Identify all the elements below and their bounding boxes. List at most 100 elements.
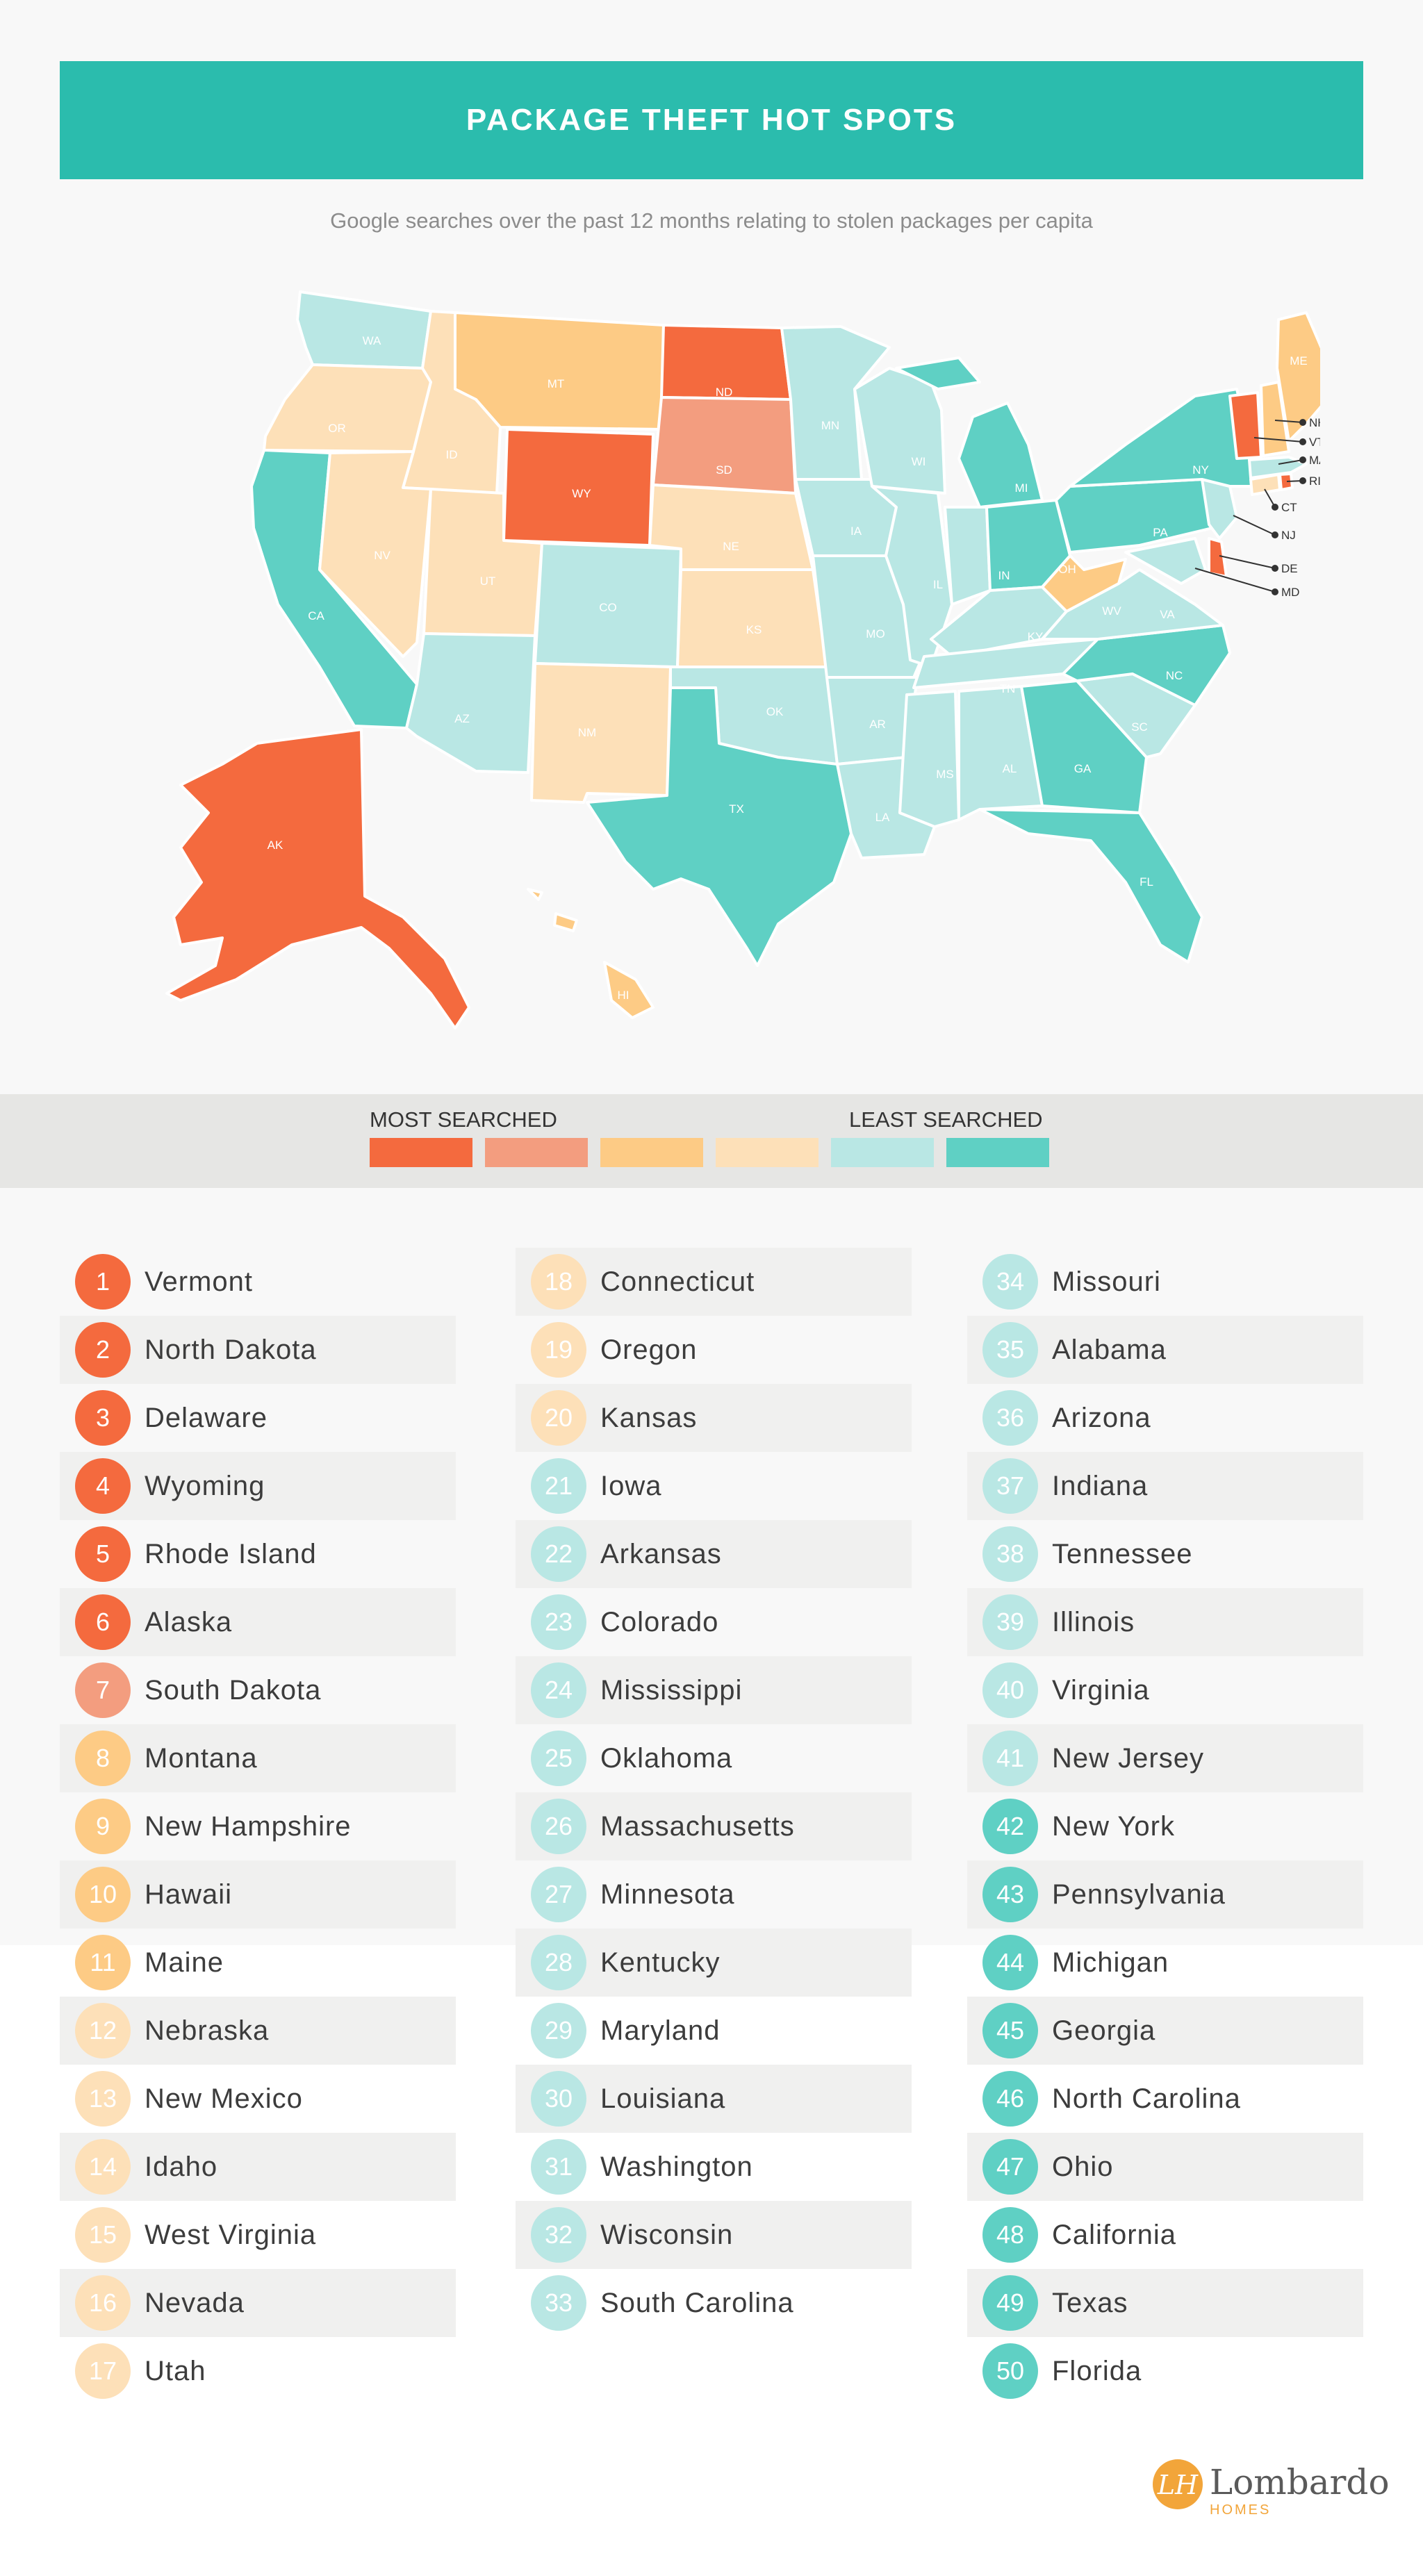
- state-HI: [527, 888, 655, 1019]
- state-NM: [530, 662, 672, 804]
- ranking-row: 47 Ohio: [967, 2133, 1363, 2201]
- map-label-SD: SD: [716, 463, 732, 477]
- rank-badge: 15: [75, 2207, 131, 2263]
- map-label-MN: MN: [821, 419, 839, 432]
- state-name: Pennsylvania: [1052, 1879, 1226, 1910]
- state-name: Maine: [145, 1947, 224, 1978]
- state-name: Iowa: [600, 1470, 662, 1501]
- legend-swatch-1: [370, 1138, 472, 1167]
- ranking-row: 33 South Carolina: [516, 2269, 912, 2337]
- state-name: Montana: [145, 1742, 258, 1774]
- lombardo-logo: LH Lombardo HOMES: [1150, 2452, 1390, 2529]
- state-name: Arkansas: [600, 1538, 722, 1569]
- ranking-row: 15 West Virginia: [60, 2201, 456, 2269]
- rank-badge: 11: [75, 1935, 131, 1990]
- ranking-row: 22 Arkansas: [516, 1520, 912, 1588]
- map-label-IN: IN: [998, 569, 1010, 582]
- state-name: Colorado: [600, 1606, 719, 1637]
- ranking-row: 12 Nebraska: [60, 1997, 456, 2065]
- map-label-TX: TX: [729, 802, 744, 816]
- rank-badge: 32: [531, 2207, 586, 2263]
- state-WV: [1041, 554, 1127, 613]
- ranking-row: 25 Oklahoma: [516, 1724, 912, 1792]
- map-label-WA: WA: [363, 334, 381, 347]
- map-label-WI: WI: [912, 455, 926, 468]
- rank-badge: 22: [531, 1526, 586, 1582]
- map-label-SC: SC: [1131, 720, 1148, 734]
- legend-swatch-3: [600, 1138, 703, 1167]
- callout-label-NH: NH: [1309, 416, 1320, 429]
- map-label-HI: HI: [618, 989, 630, 1002]
- rank-badge: 1: [75, 1254, 131, 1310]
- rank-badge: 20: [531, 1390, 586, 1446]
- map-label-IA: IA: [850, 525, 862, 538]
- state-FL: [978, 808, 1203, 964]
- state-IN: [944, 506, 992, 606]
- state-name: Maryland: [600, 2015, 721, 2046]
- state-name: Virginia: [1052, 1674, 1150, 1706]
- rank-badge: 21: [531, 1458, 586, 1514]
- legend-swatch-6: [946, 1138, 1049, 1167]
- ranking-row: 49 Texas: [967, 2269, 1363, 2337]
- rank-badge: 41: [982, 1731, 1038, 1786]
- state-name: Massachusetts: [600, 1810, 795, 1842]
- logo-subtext: HOMES: [1210, 2502, 1272, 2518]
- state-name: New York: [1052, 1810, 1175, 1842]
- state-name: Hawaii: [145, 1879, 233, 1910]
- rank-badge: 24: [531, 1662, 586, 1718]
- ranking-row: 2 North Dakota: [60, 1316, 456, 1384]
- map-label-OR: OR: [328, 422, 346, 435]
- legend-swatch-4: [716, 1138, 819, 1167]
- rank-badge: 29: [531, 2003, 586, 2058]
- legend-swatch-5: [831, 1138, 934, 1167]
- rank-badge: 33: [531, 2275, 586, 2331]
- map-label-AK: AK: [268, 839, 283, 852]
- map-label-IL: IL: [933, 578, 943, 591]
- map-label-CA: CA: [308, 609, 324, 622]
- state-name: Michigan: [1052, 1947, 1169, 1978]
- ranking-row: 7 South Dakota: [60, 1656, 456, 1724]
- rank-badge: 17: [75, 2343, 131, 2399]
- state-name: New Hampshire: [145, 1810, 352, 1842]
- state-name: Illinois: [1052, 1606, 1135, 1637]
- logo-wordmark: Lombardo: [1210, 2462, 1390, 2502]
- map-label-GA: GA: [1074, 762, 1092, 775]
- rank-badge: 12: [75, 2003, 131, 2058]
- callout-label-DE: DE: [1281, 562, 1298, 575]
- ranking-row: 29 Maryland: [516, 1997, 912, 2065]
- ranking-row: 36 Arizona: [967, 1384, 1363, 1452]
- state-MD: [1124, 537, 1207, 585]
- state-name: West Virginia: [145, 2219, 317, 2250]
- map-label-NC: NC: [1166, 669, 1183, 682]
- rank-badge: 6: [75, 1594, 131, 1650]
- rank-badge: 4: [75, 1458, 131, 1514]
- state-name: South Carolina: [600, 2287, 794, 2318]
- map-label-FL: FL: [1140, 875, 1153, 889]
- ranking-row: 31 Washington: [516, 2133, 912, 2201]
- ranking-row: 8 Montana: [60, 1724, 456, 1792]
- state-name: Oklahoma: [600, 1742, 733, 1774]
- state-VT: [1228, 391, 1262, 460]
- rank-badge: 49: [982, 2275, 1038, 2331]
- rank-badge: 5: [75, 1526, 131, 1582]
- map-label-KS: KS: [746, 623, 762, 636]
- legend-most-label: MOST SEARCHED: [370, 1107, 557, 1132]
- rank-column-1: 1 Vermont 2 North Dakota 3 Delaware 4 Wyoming 5 R…: [60, 1248, 456, 2405]
- map-label-AR: AR: [869, 718, 886, 731]
- page-title: PACKAGE THEFT HOT SPOTS: [466, 103, 957, 137]
- ranking-row: 41 New Jersey: [967, 1724, 1363, 1792]
- ranking-row: 50 Florida: [967, 2337, 1363, 2405]
- northeast-callouts: [1194, 419, 1306, 595]
- state-IL: [871, 485, 953, 668]
- state-name: Vermont: [145, 1266, 253, 1297]
- state-KS: [676, 568, 828, 668]
- ranking-row: 9 New Hampshire: [60, 1792, 456, 1860]
- rank-badge: 3: [75, 1390, 131, 1446]
- ranking-row: 17 Utah: [60, 2337, 456, 2405]
- state-name: Minnesota: [600, 1879, 735, 1910]
- rank-badge: 28: [531, 1935, 586, 1990]
- legend-swatch-2: [485, 1138, 588, 1167]
- rank-badge: 25: [531, 1731, 586, 1786]
- state-name: Ohio: [1052, 2151, 1114, 2182]
- state-OR: [263, 363, 432, 453]
